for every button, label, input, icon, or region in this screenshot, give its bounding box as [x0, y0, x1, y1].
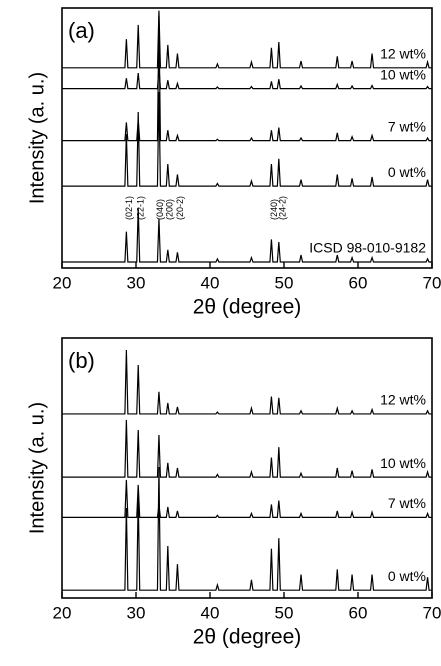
- peak-index: (200): [164, 199, 174, 220]
- plot-frame: [61, 337, 433, 599]
- pattern-line: [62, 419, 432, 478]
- x-axis-label: 2θ (degree): [193, 296, 302, 319]
- pattern-line: [62, 349, 432, 415]
- x-tick-label: 60: [349, 273, 368, 292]
- series-label: 10 wt%: [380, 66, 426, 82]
- series-label: 10 wt%: [380, 455, 426, 471]
- pattern-line: [62, 479, 432, 518]
- x-tick-label: 60: [349, 603, 368, 622]
- x-tick-label: 30: [127, 273, 146, 292]
- pattern-line: [62, 10, 432, 69]
- y-axis-label: Intensity (a. u.): [26, 72, 48, 204]
- pattern-line: [62, 208, 432, 263]
- peak-index: (22-1): [136, 196, 146, 220]
- series-label: 12 wt%: [380, 392, 426, 408]
- peak-index: (02-1): [124, 196, 134, 220]
- x-axis-label: 2θ (degree): [193, 626, 302, 649]
- series-label: 12 wt%: [380, 46, 426, 62]
- series-label: 0 wt%: [388, 164, 426, 180]
- pattern-line: [62, 466, 432, 591]
- y-axis-label: Intensity (a. u.): [26, 402, 48, 534]
- x-tick-label: 30: [127, 603, 146, 622]
- x-tick-label: 20: [53, 603, 72, 622]
- x-tick-label: 70: [423, 603, 441, 622]
- pattern-line: [62, 67, 432, 90]
- x-tick-label: 50: [275, 603, 294, 622]
- series-label: 0 wt%: [388, 568, 426, 584]
- pattern-line: [62, 15, 432, 142]
- x-tick-label: 20: [53, 273, 72, 292]
- x-tick-label: 50: [275, 273, 294, 292]
- x-tick-label: 40: [201, 273, 220, 292]
- panel-label: (a): [68, 18, 95, 43]
- peak-index: (20-2): [175, 196, 185, 220]
- series-label: 7 wt%: [388, 118, 426, 134]
- series-label: 7 wt%: [388, 495, 426, 511]
- plot-frame: [61, 7, 433, 269]
- peak-index: (240): [269, 199, 279, 220]
- pattern-line: [62, 91, 432, 187]
- peak-index: (040): [155, 199, 165, 220]
- peak-index: (24-2): [278, 196, 288, 220]
- x-tick-label: 70: [423, 273, 441, 292]
- series-label: ICSD 98-010-9182: [309, 240, 426, 256]
- panel-label: (b): [68, 348, 95, 373]
- x-tick-label: 40: [201, 603, 220, 622]
